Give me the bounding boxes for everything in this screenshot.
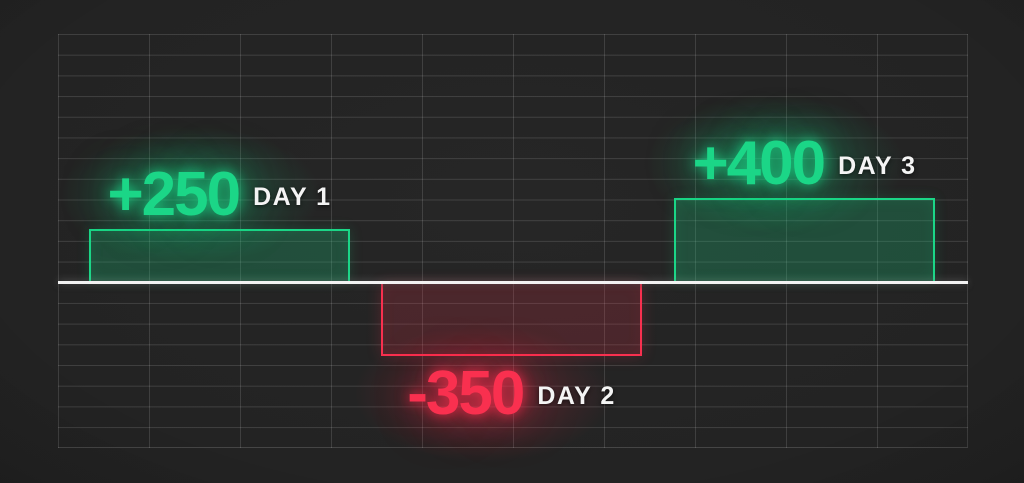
- bar-day2-negative: [381, 284, 642, 357]
- bar-value-label: +250: [107, 160, 241, 229]
- bar-value-label: +400: [692, 129, 826, 198]
- chart-gridlines: [58, 34, 968, 448]
- bar-value-label: -350: [407, 359, 525, 428]
- bar-label-day1: +250 DAY 1: [10, 100, 371, 290]
- zero-baseline: [58, 281, 968, 284]
- bar-day1-positive: [89, 229, 350, 281]
- bar-label-day3: +400 DAY 3: [595, 69, 956, 259]
- bar-day-label: DAY 3: [838, 151, 917, 180]
- bar-label-day2: -350 DAY 2: [302, 299, 663, 483]
- bar-day3-positive: [674, 198, 935, 281]
- bar-day-label: DAY 2: [537, 381, 616, 410]
- bar-day-label: DAY 1: [253, 182, 332, 211]
